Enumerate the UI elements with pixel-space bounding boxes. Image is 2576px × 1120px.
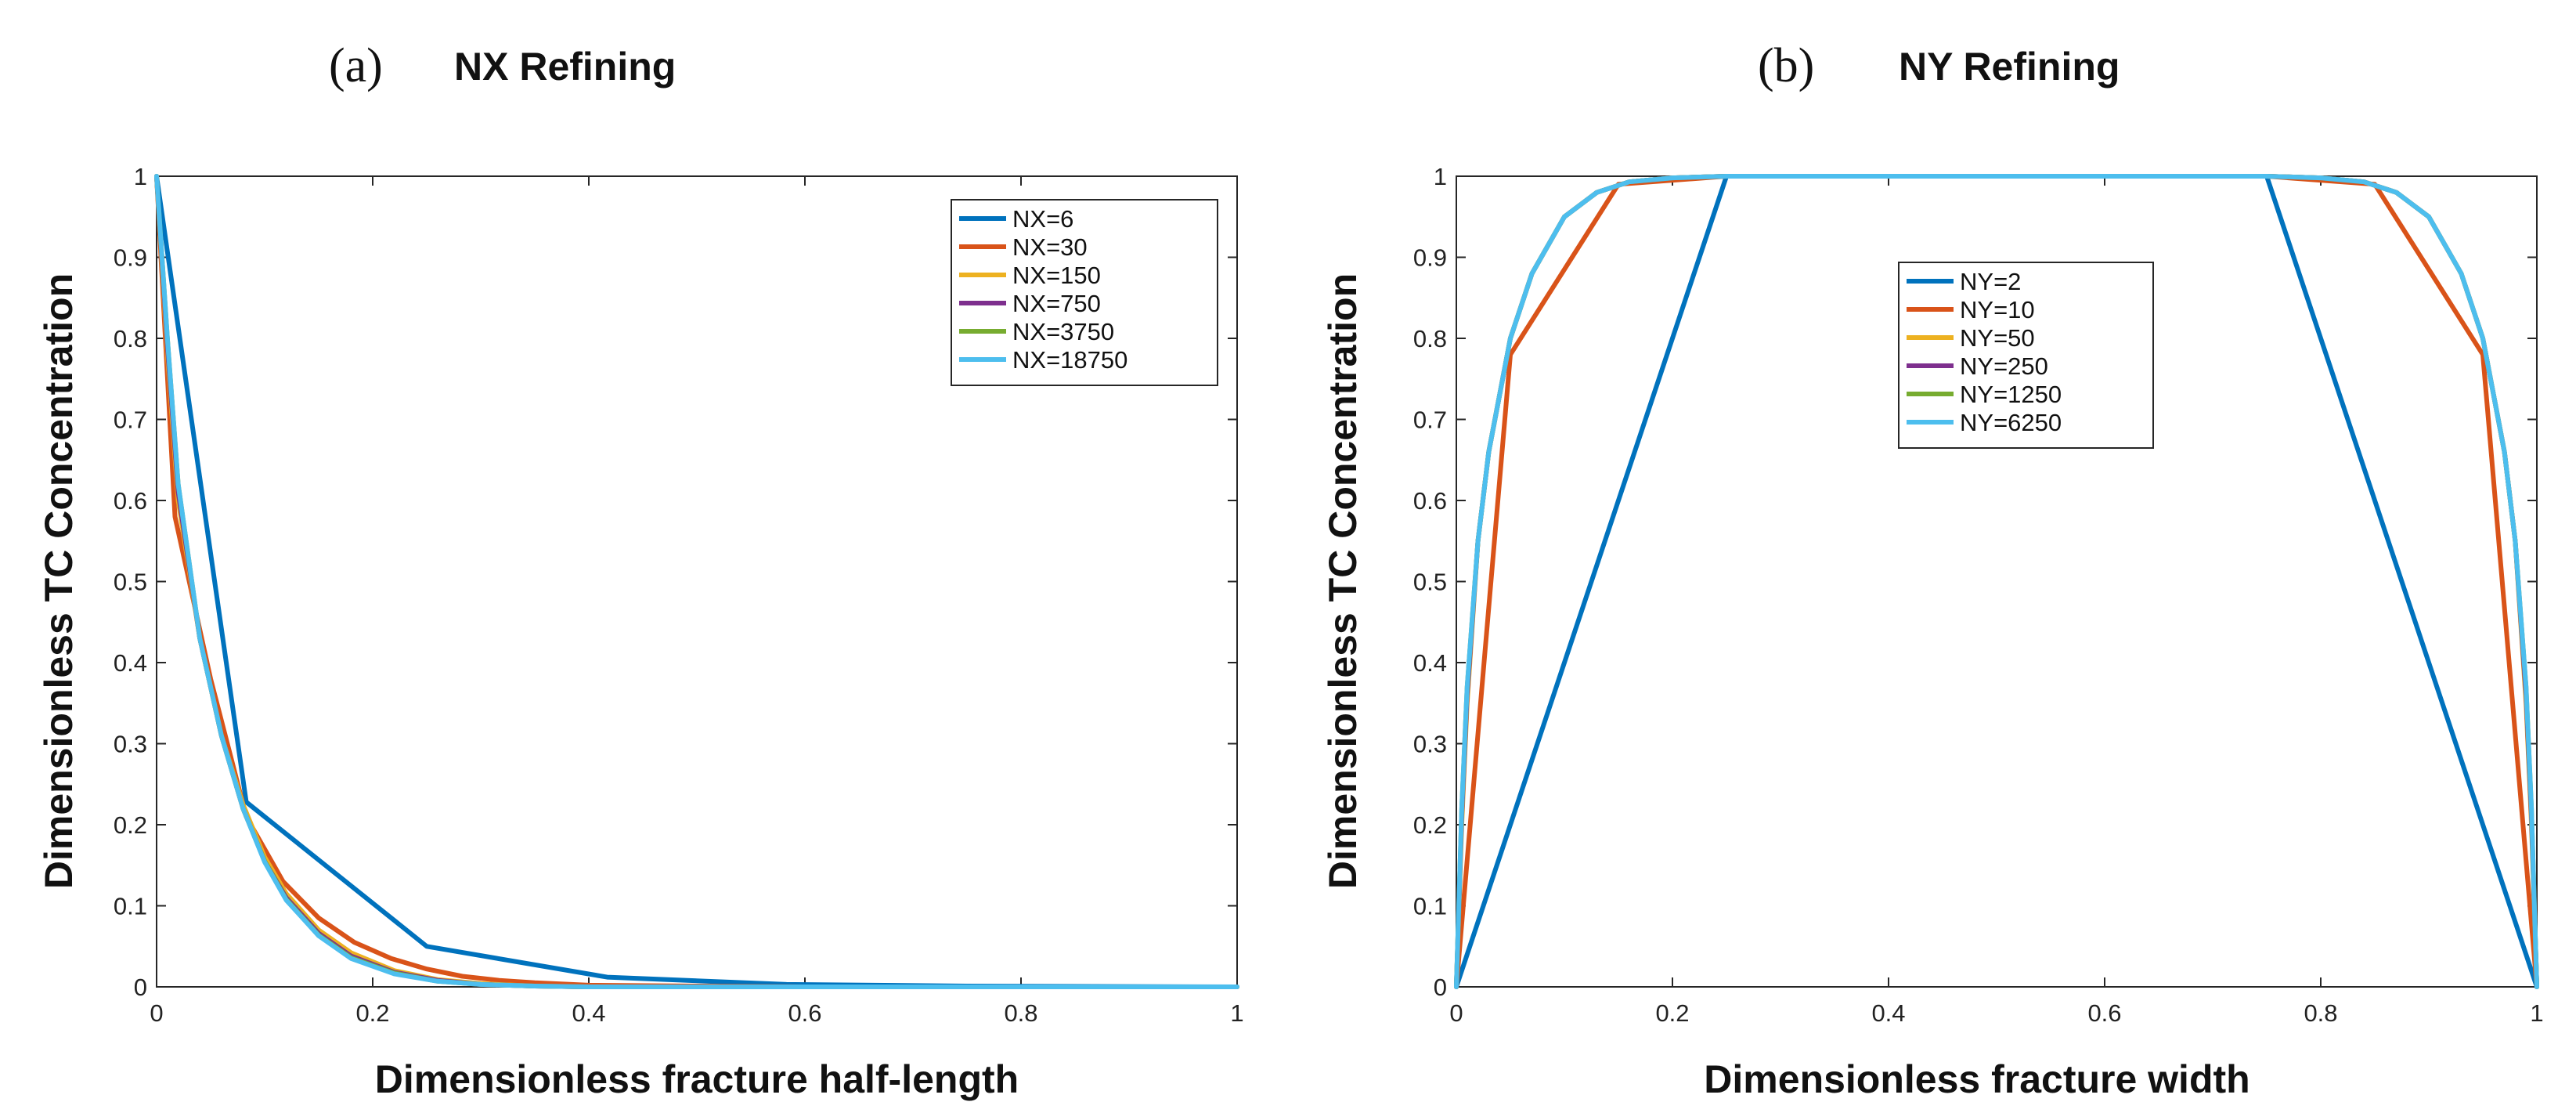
series-line-ny-6250 bbox=[1454, 174, 2539, 989]
y-tick-label-a: 0.9 bbox=[114, 244, 147, 272]
y-tick-label-b: 0.8 bbox=[1413, 325, 1447, 352]
y-tick-label-a: 0 bbox=[134, 974, 147, 1001]
chart-title-b: NY Refining bbox=[1899, 45, 2120, 89]
x-tick-label-a: 0.2 bbox=[355, 999, 389, 1027]
chart-panel-a: (a) NX Refining 0 0.2 0.4 0.6 0.8 1 0 0.1 0.2 0.3… bbox=[37, 39, 1244, 1101]
x-tick-label-b: 0.6 bbox=[2087, 999, 2121, 1027]
legend-box-b bbox=[1898, 262, 2154, 449]
y-tick-label-b: 0.3 bbox=[1413, 731, 1447, 758]
legend-label-a: NX=3750 bbox=[1012, 318, 1114, 345]
y-tick-label-b: 0.1 bbox=[1413, 893, 1447, 920]
legend-label-a: NX=30 bbox=[1012, 233, 1088, 261]
x-tick-label-b: 0.2 bbox=[1655, 999, 1689, 1027]
x-tick-label-a: 0.8 bbox=[1004, 999, 1037, 1027]
legend-box-a bbox=[951, 199, 1218, 386]
legend-label-a: NX=750 bbox=[1012, 290, 1101, 317]
x-tick-label-a: 1 bbox=[1230, 999, 1243, 1027]
y-tick-label-a: 1 bbox=[134, 163, 147, 190]
panel-label-b: (b) bbox=[1758, 39, 1814, 92]
legend-label-a: NX=150 bbox=[1012, 262, 1101, 289]
axis-ticks-b: 0 0.2 0.4 0.6 0.8 1 0 0.1 0.2 0.3 0.4 0.5 0.6 0.7 0.8 0… bbox=[1413, 163, 2544, 1027]
legend-label-b: NY=250 bbox=[1960, 352, 2048, 380]
y-tick-label-b: 0.5 bbox=[1413, 569, 1447, 596]
x-tick-label-b: 0 bbox=[1449, 999, 1463, 1027]
chart-panel-b: (b) NY Refining 0 0.2 0.4 0.6 0.8 1 0 0.1 0.2 0.3… bbox=[1321, 39, 2544, 1101]
x-tick-label-b: 0.4 bbox=[1871, 999, 1905, 1027]
y-tick-label-a: 0.5 bbox=[114, 569, 147, 596]
y-tick-label-b: 0.2 bbox=[1413, 811, 1447, 839]
chart-title-a: NX Refining bbox=[454, 45, 676, 89]
y-tick-label-b: 0.9 bbox=[1413, 244, 1447, 272]
y-tick-label-a: 0.8 bbox=[114, 325, 147, 352]
y-tick-label-a: 0.4 bbox=[114, 649, 147, 677]
x-tick-label-a: 0.4 bbox=[572, 999, 605, 1027]
legend-label-b: NY=1250 bbox=[1960, 381, 2062, 408]
series-group-a bbox=[154, 174, 1239, 989]
y-tick-label-b: 1 bbox=[1434, 163, 1447, 190]
series-group-b bbox=[1454, 174, 2539, 989]
y-tick-label-b: 0 bbox=[1434, 974, 1447, 1001]
y-axis-label-a: Dimensionless TC Concentration bbox=[37, 273, 81, 889]
y-tick-label-b: 0.6 bbox=[1413, 487, 1447, 515]
y-tick-label-b: 0.4 bbox=[1413, 649, 1447, 677]
legend-label-b: NY=50 bbox=[1960, 324, 2035, 352]
x-tick-label-b: 0.8 bbox=[2304, 999, 2337, 1027]
x-tick-label-a: 0 bbox=[150, 999, 163, 1027]
y-axis-label-b: Dimensionless TC Concentration bbox=[1321, 273, 1365, 889]
panel-label-a: (a) bbox=[329, 39, 383, 92]
legend-label-b: NY=2 bbox=[1960, 268, 2021, 295]
y-tick-label-b: 0.7 bbox=[1413, 406, 1447, 434]
y-tick-label-a: 0.3 bbox=[114, 731, 147, 758]
legend-label-a: NX=18750 bbox=[1012, 346, 1127, 374]
axis-ticks-a: 0 0.2 0.4 0.6 0.8 1 0 0.1 0.2 0.3 0.4 0.5 0.6 0.7 0.8 0… bbox=[114, 163, 1244, 1027]
x-axis-label-a: Dimensionless fracture half-length bbox=[375, 1057, 1019, 1101]
legend-label-b: NY=10 bbox=[1960, 296, 2035, 323]
y-tick-label-a: 0.6 bbox=[114, 487, 147, 515]
x-axis-label-b: Dimensionless fracture width bbox=[1704, 1057, 2249, 1101]
legend-label-a: NX=6 bbox=[1012, 205, 1073, 233]
y-tick-label-a: 0.2 bbox=[114, 811, 147, 839]
y-tick-label-a: 0.7 bbox=[114, 406, 147, 434]
y-tick-label-a: 0.1 bbox=[114, 893, 147, 920]
series-line-nx-18750 bbox=[154, 174, 1239, 989]
x-tick-label-a: 0.6 bbox=[788, 999, 821, 1027]
x-tick-label-b: 1 bbox=[2530, 999, 2543, 1027]
legend-label-b: NY=6250 bbox=[1960, 409, 2062, 436]
